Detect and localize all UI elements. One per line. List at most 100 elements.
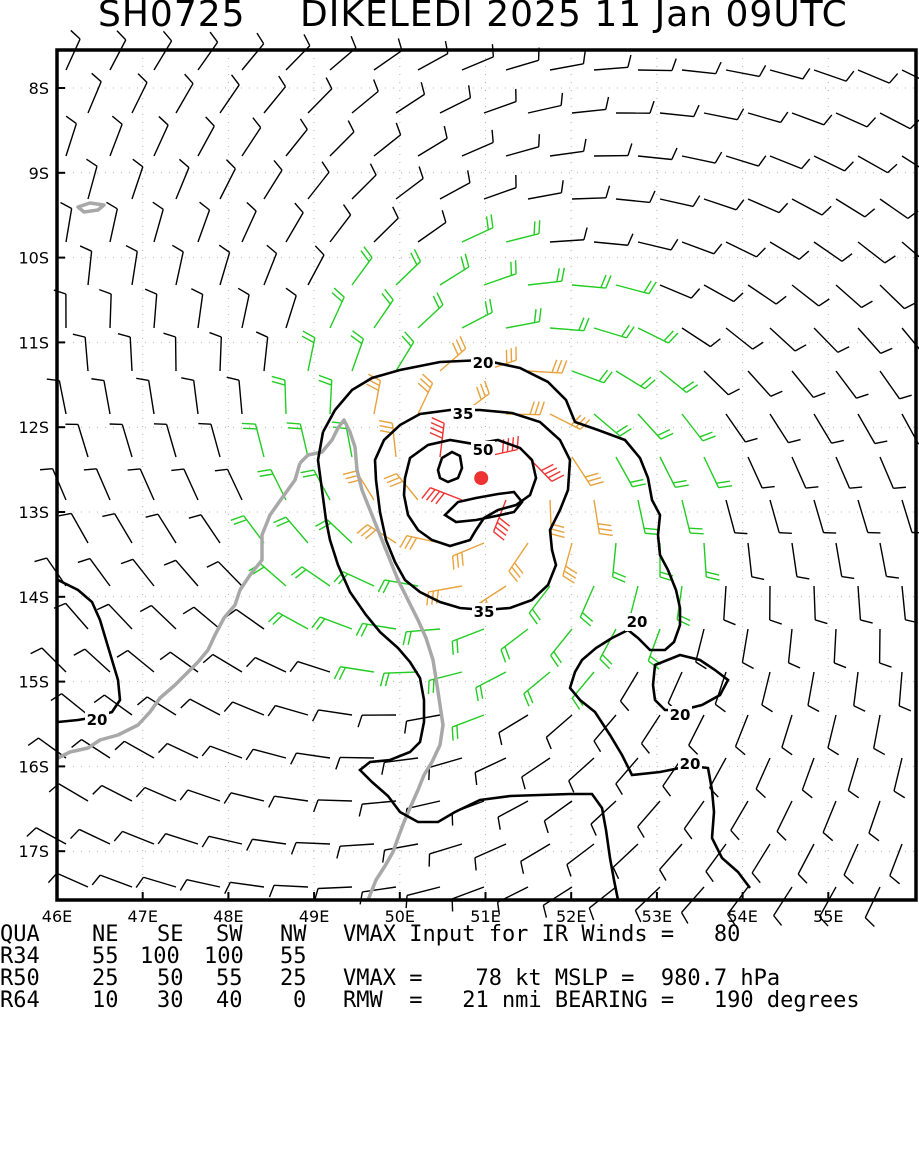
wind-barb: [462, 299, 492, 328]
row-label: R50: [0, 968, 40, 990]
wind-barb: [272, 376, 286, 414]
wind-barb: [844, 844, 858, 884]
wind-barb: [374, 289, 393, 328]
wind-barb: [256, 332, 267, 371]
wind-barb: [742, 629, 753, 668]
wind-barb: [731, 801, 748, 840]
contour-label: 20: [670, 706, 691, 724]
storm-center-marker: [474, 471, 488, 485]
wind-barb: [802, 758, 814, 798]
value-se: 100: [140, 946, 180, 968]
wind-barb: [594, 414, 631, 436]
wind-barb: [567, 844, 594, 877]
wind-barb: [146, 514, 176, 543]
wind-barb: [762, 672, 773, 712]
wind-barb: [704, 543, 719, 580]
wind-barb: [91, 379, 110, 414]
wind-barb: [202, 836, 242, 847]
value-ne: 10: [92, 990, 119, 1012]
wind-barb: [792, 113, 832, 125]
wind-barb: [569, 758, 594, 792]
wind-barb: [638, 148, 677, 160]
value-sw: 55: [216, 968, 243, 990]
wind-barb: [777, 801, 792, 840]
wind-barb: [315, 520, 352, 543]
wind-barb: [219, 245, 229, 285]
wind-barb: [890, 844, 902, 884]
wind-barb: [499, 715, 528, 745]
wind-barb: [86, 159, 97, 199]
wind-barb: [704, 371, 740, 395]
wind-barb: [269, 796, 308, 807]
wind-barb: [682, 500, 704, 534]
wind-barb: [290, 662, 330, 672]
wind-barb: [71, 829, 110, 844]
contour-label: 20: [473, 354, 494, 372]
wind-barb: [164, 560, 198, 586]
wind-barb: [880, 285, 916, 309]
wind-barb: [724, 586, 736, 625]
wind-barb: [484, 89, 516, 113]
wind-barb: [792, 371, 825, 397]
wind-barb: [613, 543, 626, 582]
wind-barb: [183, 607, 220, 629]
wind-barb: [60, 203, 71, 242]
wind-barb: [440, 85, 470, 113]
wind-barb: [616, 281, 656, 294]
wind-barb: [176, 159, 189, 199]
wind-barb: [792, 543, 809, 579]
wind-barb: [462, 214, 493, 242]
wind-barb: [770, 586, 782, 624]
wind-barb: [102, 514, 132, 543]
header-nw: NW: [280, 924, 307, 946]
wind-barb: [684, 801, 704, 839]
value-se: 50: [157, 968, 184, 990]
wind-barb: [642, 715, 660, 753]
wind-barb: [247, 839, 286, 850]
wind-barb: [440, 336, 466, 371]
wind-barb: [140, 606, 176, 629]
wind-barb: [198, 424, 220, 457]
wind-barb: [638, 414, 673, 439]
wind-barb: [869, 801, 880, 841]
wind-barb: [638, 328, 678, 343]
wind-barb: [225, 882, 264, 893]
wind-barb: [506, 220, 540, 242]
wind-barb: [247, 658, 286, 672]
wind-barb: [594, 234, 633, 246]
wind-barb: [589, 887, 616, 920]
latitude-label: 14S: [18, 588, 49, 607]
wind-barb: [736, 715, 748, 755]
wind-barb: [600, 629, 616, 669]
wind-barb: [522, 758, 550, 789]
wind-barb: [616, 371, 655, 389]
wind-barb: [748, 199, 788, 213]
wind-barb: [231, 516, 264, 543]
table-row-r50: R50 25 50 55 25 VMAX = 78 kt MSLP = 980.…: [0, 968, 53, 990]
wind-barbs: [27, 30, 919, 926]
wind-barb: [308, 162, 329, 199]
wind-barb: [792, 199, 831, 215]
latitude-label: 9S: [29, 164, 49, 183]
wind-barb: [422, 488, 462, 504]
latitude-label: 16S: [18, 757, 49, 776]
wind-barb: [54, 603, 88, 629]
wind-barb: [894, 758, 905, 798]
wind-barb: [181, 699, 220, 715]
wind-barb: [594, 144, 632, 156]
wind-barb: [880, 113, 919, 129]
wind-barb: [528, 93, 562, 113]
contour-label: 50: [473, 441, 494, 459]
wind-barb: [93, 785, 132, 801]
wind-barb: [273, 517, 308, 543]
wind-barb: [580, 586, 594, 626]
contour-label: 20: [87, 711, 108, 729]
contour-label: 20: [680, 755, 701, 773]
wind-barb: [202, 746, 242, 758]
wind-barb: [224, 702, 264, 715]
wind-barb: [128, 469, 154, 500]
wind-barb: [136, 877, 176, 887]
wind-barb: [301, 470, 330, 500]
wind-barb: [418, 210, 446, 242]
wind-barb: [594, 55, 631, 70]
